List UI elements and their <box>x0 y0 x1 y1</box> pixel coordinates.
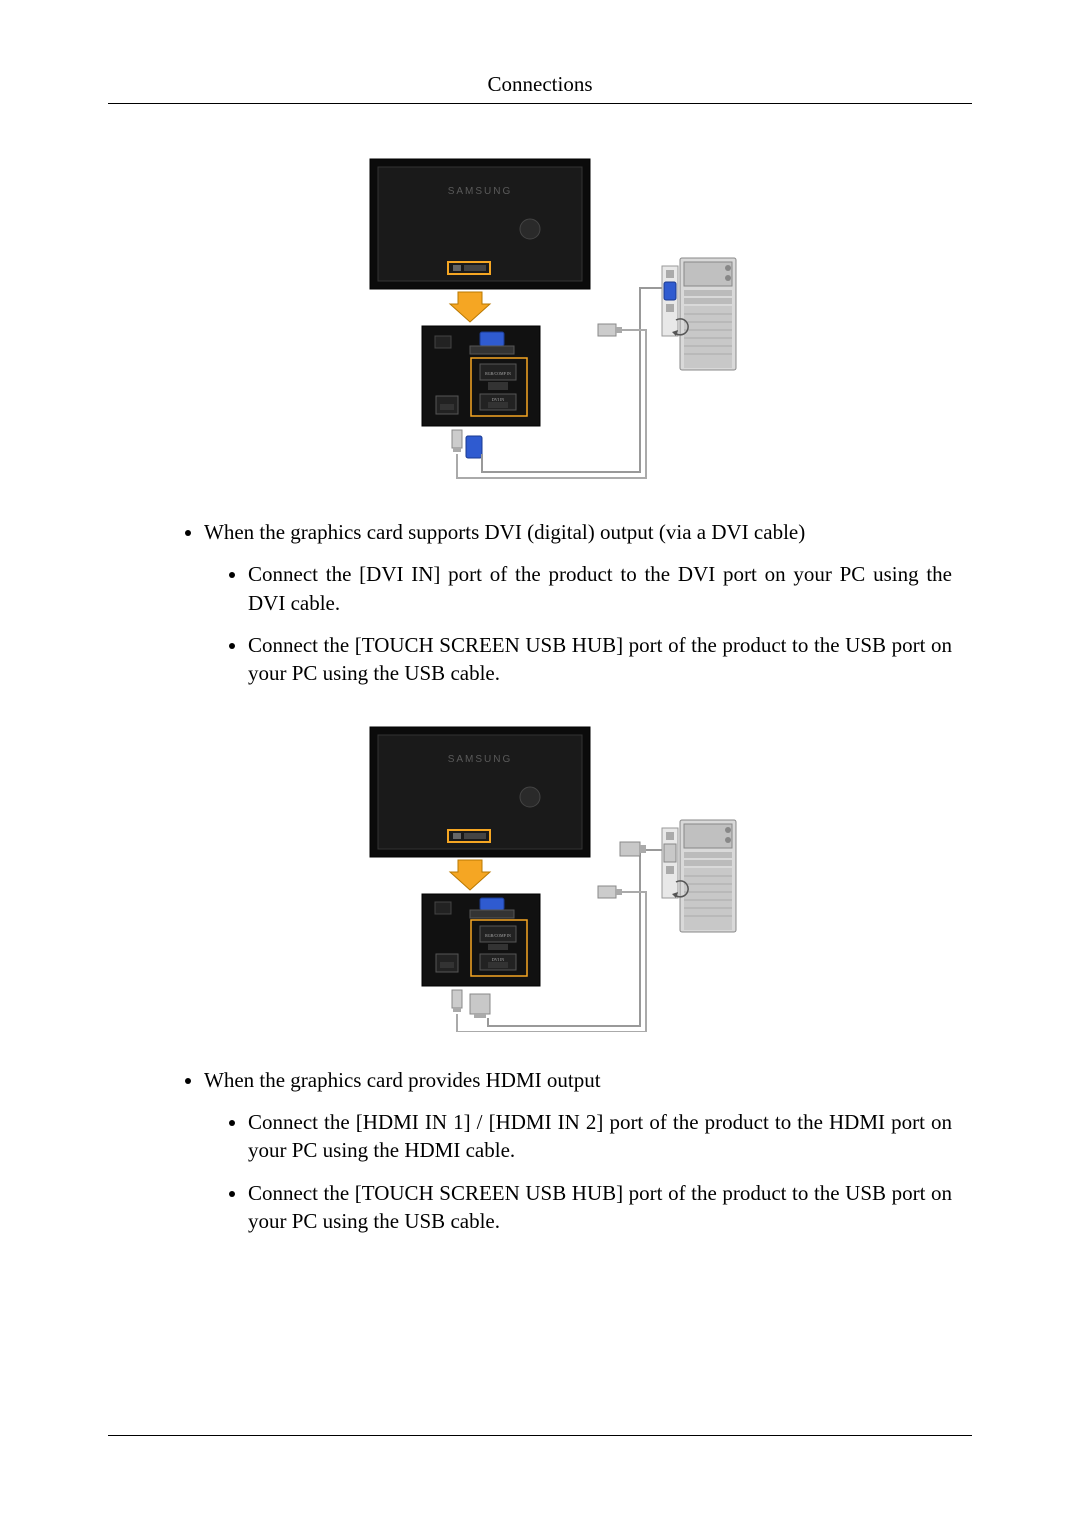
list-item: Connect the [DVI IN] port of the product… <box>248 560 952 617</box>
bullet-section-dvi: When the graphics card supports DVI (dig… <box>108 518 972 688</box>
list-item: Connect the [TOUCH SCREEN USB HUB] port … <box>248 1179 952 1236</box>
svg-text:SAMSUNG: SAMSUNG <box>448 186 513 197</box>
svg-text:DVI IN: DVI IN <box>492 957 504 962</box>
svg-text:DVI IN: DVI IN <box>492 397 504 402</box>
connection-diagram-dvi: SAMSUNG RGB/COMP IN DVI IN <box>340 154 740 484</box>
page-title: Connections <box>108 72 972 104</box>
list-item: Connect the [TOUCH SCREEN USB HUB] port … <box>248 631 952 688</box>
bullet-section-hdmi: When the graphics card provides HDMI out… <box>108 1066 972 1236</box>
sub-list: Connect the [HDMI IN 1] / [HDMI IN 2] po… <box>204 1108 952 1235</box>
list-item: Connect the [HDMI IN 1] / [HDMI IN 2] po… <box>248 1108 952 1165</box>
connection-diagram-hdmi: SAMSUNG RGB/COMP IN DVI IN <box>340 722 740 1032</box>
list-item: When the graphics card provides HDMI out… <box>204 1066 972 1236</box>
svg-text:RGB/COMP IN: RGB/COMP IN <box>485 371 511 376</box>
intro-text: When the graphics card supports DVI (dig… <box>204 520 805 544</box>
svg-text:SAMSUNG: SAMSUNG <box>448 754 513 765</box>
intro-text: When the graphics card provides HDMI out… <box>204 1068 601 1092</box>
svg-text:RGB/COMP IN: RGB/COMP IN <box>485 933 511 938</box>
sub-list: Connect the [DVI IN] port of the product… <box>204 560 952 687</box>
list-item: When the graphics card supports DVI (dig… <box>204 518 972 688</box>
page: Connections SAMSUNG RGB/COMP IN DVI IN <box>0 0 1080 1508</box>
footer-rule <box>108 1435 972 1436</box>
